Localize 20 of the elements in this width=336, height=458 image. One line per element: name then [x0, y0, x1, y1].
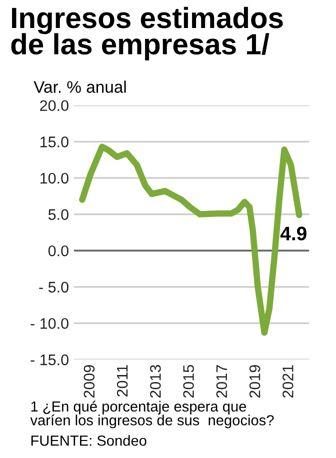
x-tick-label: 2009 [84, 365, 95, 398]
y-tick-label: - 10.0 [30, 318, 68, 329]
y-axis-title: Var. % anual [34, 80, 126, 93]
y-tick-label: 10.0 [40, 172, 68, 184]
x-tick-label: 2019 [249, 365, 260, 398]
x-tick-label: 2017 [216, 365, 228, 398]
y-tick-label: 15.0 [40, 136, 68, 148]
y-tick-label: 5.0 [48, 209, 68, 220]
x-tick-label: 2011 [116, 365, 128, 396]
y-tick-label: 0.0 [48, 245, 68, 256]
chart-title: Ingresos estimados de las empresas 1/ [11, 6, 283, 60]
x-tick-label: 2021 [282, 365, 294, 398]
y-tick-label: - 5.0 [39, 282, 68, 293]
x-tick-label: 2013 [150, 365, 161, 398]
annotation: 4.9 [280, 226, 306, 240]
y-tick-label: 20.0 [40, 100, 68, 112]
y-tick-label: - 15.0 [30, 354, 68, 366]
text: 1 ¿En qué porcentaje espera que varíen los ingresos de sus negocios? [30, 400, 274, 428]
x-tick-label: 2015 [183, 365, 194, 398]
source-note: FUENTE: Sondeo [31, 435, 146, 446]
